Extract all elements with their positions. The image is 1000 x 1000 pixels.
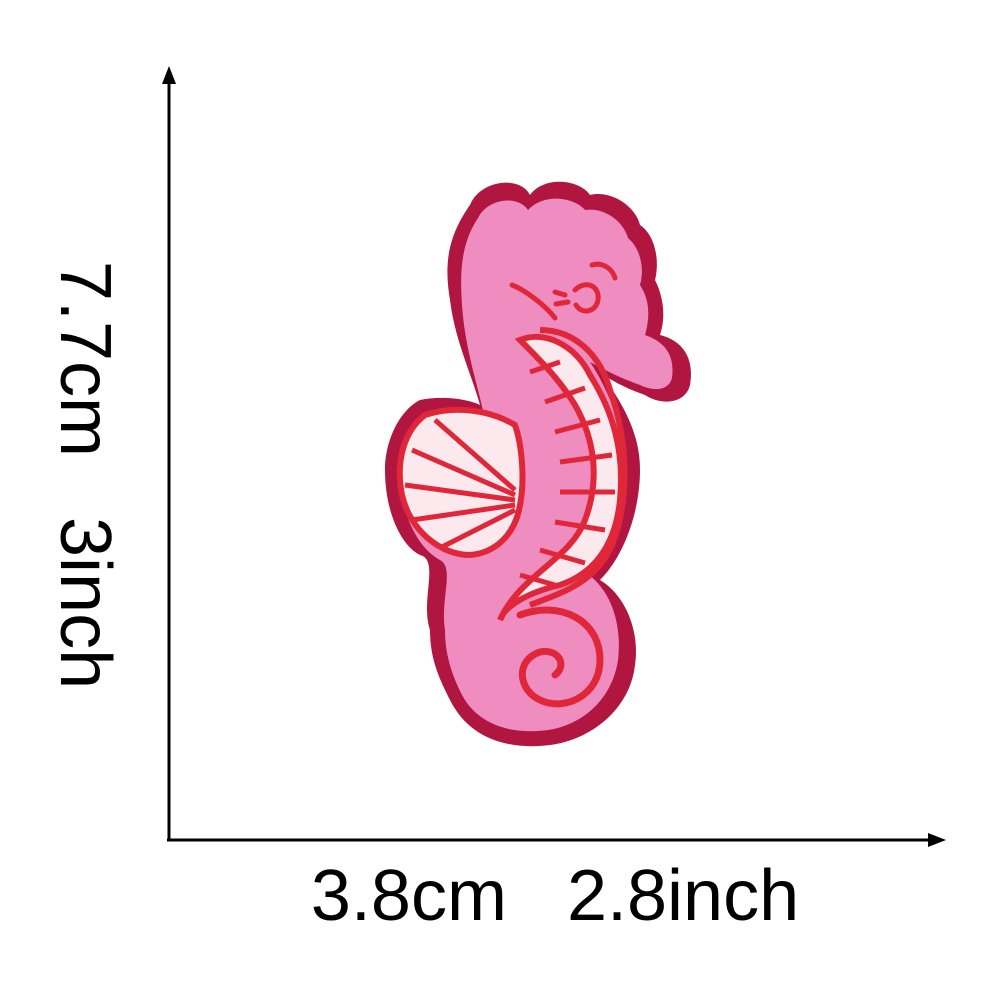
- seahorse-icon: [385, 181, 691, 747]
- seahorse-eye: [552, 261, 618, 314]
- height-label: 7.7cm 3inch: [45, 165, 125, 785]
- belly-stripes: [519, 359, 615, 588]
- width-axis-arrow-icon: [928, 833, 946, 847]
- seahorse-spine: [528, 327, 628, 608]
- height-axis-arrow-icon: [162, 66, 176, 84]
- seahorse-body: [400, 198, 673, 732]
- seahorse-mouth: [509, 282, 558, 321]
- width-label: 3.8cm 2.8inch: [170, 860, 940, 932]
- height-inch: 3inch: [45, 516, 125, 690]
- seahorse-tail-spiral: [516, 606, 604, 708]
- fin-ribs: [404, 418, 517, 551]
- width-cm: 3.8cm: [310, 856, 507, 936]
- width-inch: 2.8inch: [566, 856, 800, 936]
- height-cm: 7.7cm: [45, 260, 125, 457]
